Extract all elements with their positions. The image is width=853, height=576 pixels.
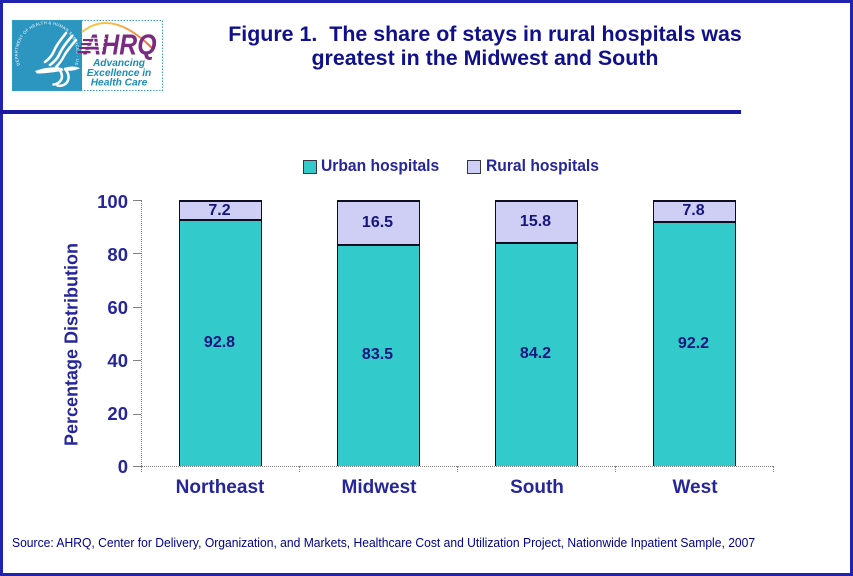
svg-text:AHRQ: AHRQ	[83, 30, 157, 62]
svg-text:Health Care: Health Care	[91, 77, 148, 88]
svg-text:Advancing: Advancing	[92, 58, 146, 69]
svg-text:Excellence in: Excellence in	[87, 68, 152, 79]
